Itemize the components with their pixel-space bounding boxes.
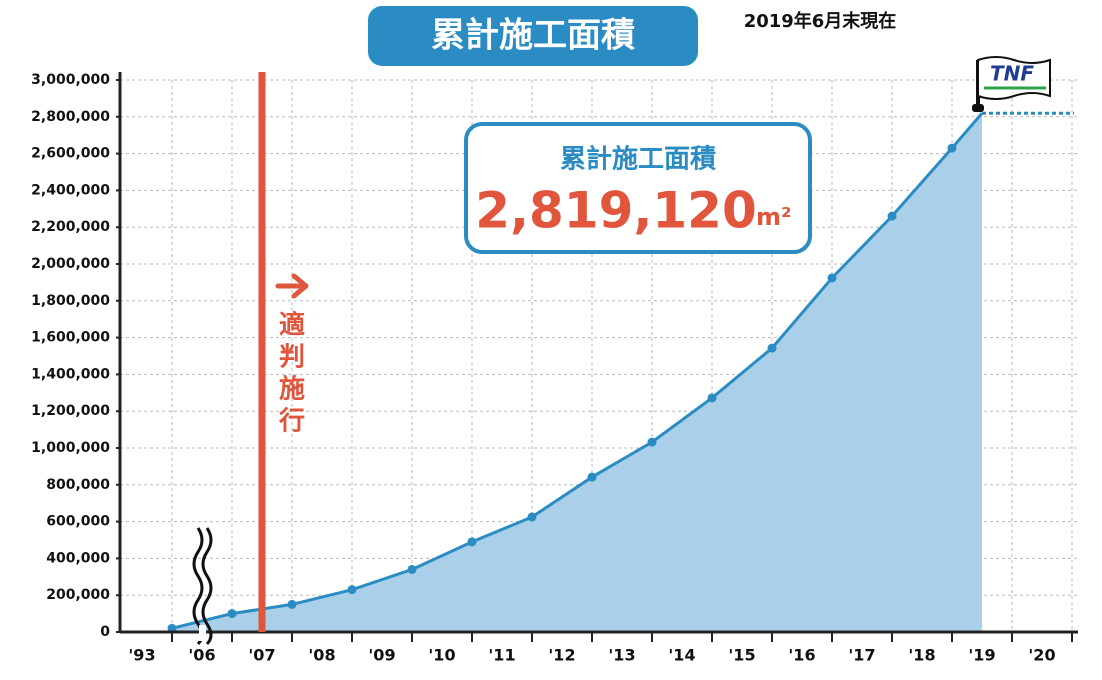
x-tick-label: '12	[548, 646, 575, 665]
x-tick-label: '09	[368, 646, 395, 665]
point	[227, 609, 237, 619]
point	[647, 437, 657, 447]
point	[947, 143, 957, 153]
break-gap	[199, 625, 206, 641]
x-tick-label: '17	[848, 646, 875, 665]
x-tick-label: '20	[1028, 646, 1055, 665]
y-tick-label: 400,000	[46, 550, 110, 566]
y-tick-label: 1,400,000	[31, 366, 110, 382]
point	[347, 585, 357, 595]
title-bg	[368, 6, 698, 66]
x-tick-label: '10	[428, 646, 455, 665]
marker-arrow	[275, 273, 309, 299]
chart-title: 累計施工面積	[431, 16, 635, 56]
x-tick-label: '11	[488, 646, 515, 665]
x-tick-label: '08	[308, 646, 335, 665]
point	[467, 537, 477, 547]
y-tick-label: 2,200,000	[31, 219, 110, 235]
point	[827, 273, 837, 283]
flag-base	[972, 104, 984, 112]
marker-text: 行	[278, 406, 305, 437]
point	[407, 564, 417, 574]
x-tick-label: '15	[728, 646, 755, 665]
x-tick-label: '14	[668, 646, 695, 665]
x-tick-label: '07	[248, 646, 275, 665]
y-tick-label: 2,800,000	[31, 109, 110, 125]
point	[587, 472, 597, 482]
y-tick-label: 2,400,000	[31, 182, 110, 198]
axis-break	[201, 527, 213, 646]
info-box	[464, 122, 812, 254]
y-tick-label: 800,000	[46, 477, 110, 493]
area	[172, 113, 982, 632]
flag-text: TNF	[990, 62, 1034, 86]
x-tick-label: '18	[908, 646, 935, 665]
y-tick-label: 1,000,000	[31, 440, 110, 456]
marker-text: 施	[279, 374, 305, 405]
y-tick-label: 200,000	[46, 587, 110, 603]
marker-text: 適	[279, 310, 305, 341]
point	[767, 343, 777, 353]
x-tick-label: '13	[608, 646, 635, 665]
point	[707, 393, 717, 403]
point	[527, 512, 537, 522]
info-unit: m²	[756, 203, 792, 231]
point	[887, 211, 897, 221]
x-tick-label: '16	[788, 646, 815, 665]
y-tick-label: 0	[100, 624, 110, 640]
x-tick-label: '19	[968, 646, 995, 665]
marker-text: 判	[279, 343, 305, 373]
y-tick-label: 1,600,000	[31, 330, 110, 346]
y-tick-label: 2,600,000	[31, 146, 110, 162]
x-tick-label: '06	[188, 646, 215, 665]
info-title: 累計施工面積	[560, 144, 716, 175]
subtitle: 2019年6月末現在	[744, 10, 897, 32]
y-tick-label: 2,000,000	[31, 256, 110, 272]
y-tick-label: 1,200,000	[31, 403, 110, 419]
info-value: 2,819,120	[475, 182, 757, 240]
y-tick-label: 600,000	[46, 514, 110, 530]
y-tick-label: 3,000,000	[31, 72, 110, 88]
point	[287, 599, 297, 609]
y-tick-label: 1,800,000	[31, 293, 110, 309]
x-tick-label: '93	[128, 646, 155, 665]
